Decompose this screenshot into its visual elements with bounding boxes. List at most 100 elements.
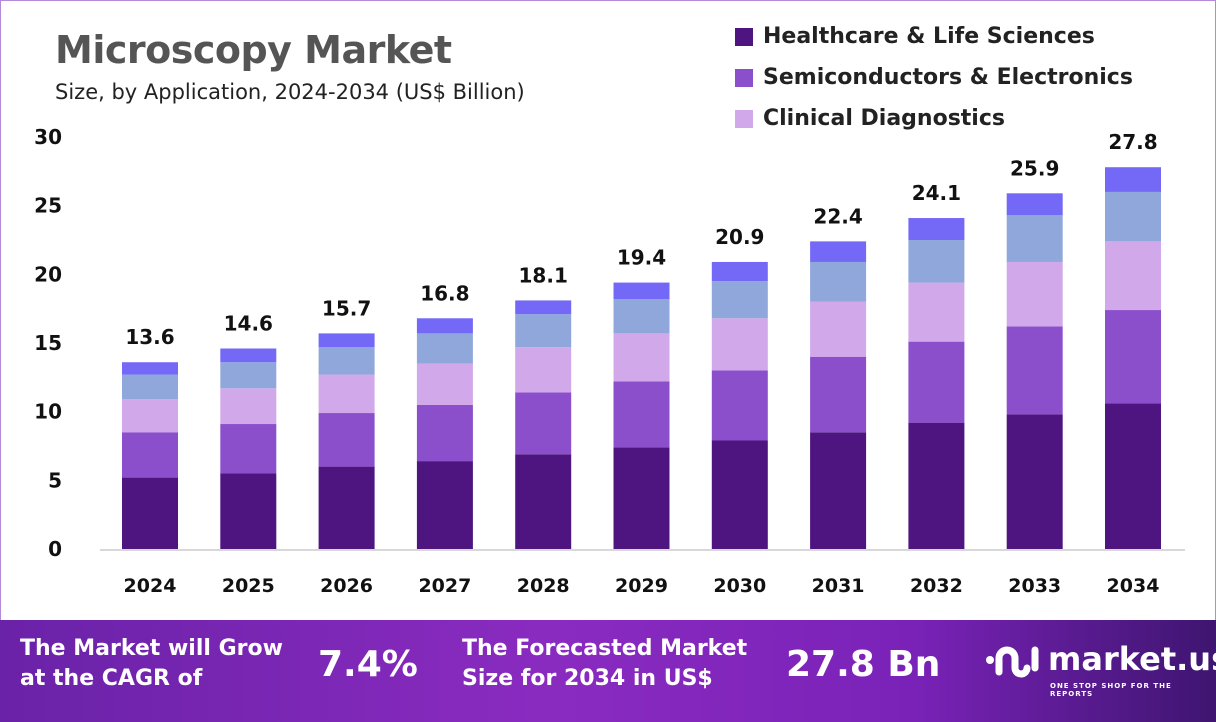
- bar-segment: [711, 261, 768, 282]
- logo-tagline: ONE STOP SHOP FOR THE REPORTS: [1050, 682, 1172, 698]
- x-tick-label: 2029: [615, 575, 668, 597]
- bar-segment: [1105, 241, 1161, 311]
- data-label: 24.1: [912, 181, 961, 205]
- y-tick-label: 0: [48, 537, 62, 561]
- bar-segment: [122, 399, 178, 433]
- bar-segment: [1105, 167, 1161, 192]
- x-tick-label: 2032: [910, 575, 963, 597]
- bar-segment: [515, 392, 572, 455]
- bar-segment: [416, 318, 473, 334]
- legend-label: Semiconductors & Electronics: [763, 65, 1133, 90]
- bar-segment: [1105, 403, 1161, 549]
- data-label: 22.4: [813, 204, 862, 228]
- bar-segment: [1006, 261, 1063, 327]
- bar-segment: [613, 282, 670, 300]
- data-label: 16.8: [420, 281, 469, 305]
- y-tick-label: 10: [34, 400, 62, 424]
- forecast-label-line: Size for 2034 in US$: [462, 666, 713, 691]
- bar-segment: [122, 362, 178, 375]
- legend-item: Clinical Diagnostics: [735, 98, 1133, 139]
- bar-segment: [711, 318, 768, 371]
- cagr-label-line: The Market will Grow: [20, 636, 283, 661]
- x-tick-label: 2034: [1107, 575, 1160, 597]
- data-label: 13.6: [125, 325, 174, 349]
- y-tick-label: 15: [34, 331, 62, 355]
- x-tick-label: 2024: [124, 575, 177, 597]
- bar-segment: [515, 347, 572, 393]
- bar-segment: [318, 374, 375, 414]
- x-tick-label: 2033: [1008, 575, 1061, 597]
- bar-segment: [810, 301, 867, 357]
- cagr-label: The Market will Grow at the CAGR of: [20, 634, 283, 694]
- legend-swatch: [735, 27, 753, 46]
- bar-segment: [908, 240, 965, 283]
- bar-segment: [122, 374, 178, 400]
- bar-segment: [810, 432, 867, 549]
- bar-segment: [1105, 310, 1161, 404]
- x-tick-label: 2028: [517, 575, 570, 597]
- data-label: 18.1: [519, 263, 568, 287]
- data-label: 25.9: [1010, 156, 1059, 180]
- chart-subtitle: Size, by Application, 2024-2034 (US$ Bil…: [55, 80, 525, 104]
- bar-segment: [220, 424, 277, 474]
- data-label: 19.4: [617, 246, 666, 270]
- summary-banner: The Market will Grow at the CAGR of 7.4% …: [0, 620, 1216, 722]
- data-label: 27.8: [1108, 130, 1157, 154]
- data-label: 14.6: [224, 311, 273, 335]
- y-tick-label: 30: [34, 125, 62, 149]
- bar-segment: [220, 362, 277, 389]
- bar-segment: [416, 363, 473, 405]
- cagr-value: 7.4%: [318, 644, 418, 685]
- legend-swatch: [735, 109, 753, 128]
- bar-segment: [122, 432, 178, 478]
- data-label: 15.7: [322, 296, 371, 320]
- bar-segment: [318, 333, 375, 348]
- bar-segment: [1006, 215, 1063, 262]
- legend-item: Healthcare & Life Sciences: [735, 16, 1133, 57]
- bar-segment: [220, 473, 277, 549]
- market-us-logo-icon: [986, 646, 1039, 678]
- bar-segment: [613, 447, 670, 549]
- forecast-value: 27.8 Bn: [786, 644, 941, 685]
- bar-segment: [1006, 326, 1063, 415]
- legend-item: Semiconductors & Electronics: [735, 57, 1133, 98]
- bar-segment: [613, 381, 670, 448]
- bar-segment: [318, 347, 375, 375]
- bar-segment: [416, 404, 473, 462]
- bar-segment: [515, 300, 572, 315]
- legend-label: Clinical Diagnostics: [763, 106, 1005, 131]
- bar-segment: [613, 299, 670, 334]
- x-tick-label: 2030: [713, 575, 766, 597]
- bar-segment: [810, 261, 867, 302]
- bar-segment: [1006, 193, 1063, 216]
- bar-segment: [122, 477, 178, 549]
- bar-segment: [416, 333, 473, 364]
- bar-segment: [711, 370, 768, 441]
- bar-segment: [810, 356, 867, 433]
- x-tick-label: 2026: [320, 575, 373, 597]
- bar-segment: [1006, 414, 1063, 549]
- legend-label: Healthcare & Life Sciences: [763, 24, 1095, 49]
- bar-segment: [810, 241, 867, 262]
- logo-name: market.us: [1048, 640, 1216, 678]
- cagr-label-line: at the CAGR of: [20, 666, 203, 691]
- forecast-label-line: The Forecasted Market: [462, 636, 748, 661]
- bar-segment: [711, 281, 768, 319]
- bar-segment: [318, 413, 375, 467]
- bar-segment: [416, 461, 473, 549]
- bar-segment: [613, 333, 670, 382]
- bar-segment: [908, 422, 965, 549]
- bar-segment: [515, 314, 572, 348]
- bar-segment: [220, 388, 277, 425]
- legend-swatch: [735, 68, 753, 87]
- bar-segment: [1105, 191, 1161, 242]
- forecast-label: The Forecasted Market Size for 2034 in US…: [462, 634, 747, 694]
- data-label: 20.9: [715, 225, 764, 249]
- bar-segment: [220, 348, 277, 363]
- x-tick-label: 2025: [222, 575, 275, 597]
- bar-segment: [908, 282, 965, 342]
- x-tick-label: 2031: [812, 575, 865, 597]
- bar-segment: [515, 454, 572, 549]
- stacked-bar-chart: 05101520253013.6202414.6202515.7202616.8…: [34, 125, 1185, 597]
- x-tick-label: 2027: [418, 575, 471, 597]
